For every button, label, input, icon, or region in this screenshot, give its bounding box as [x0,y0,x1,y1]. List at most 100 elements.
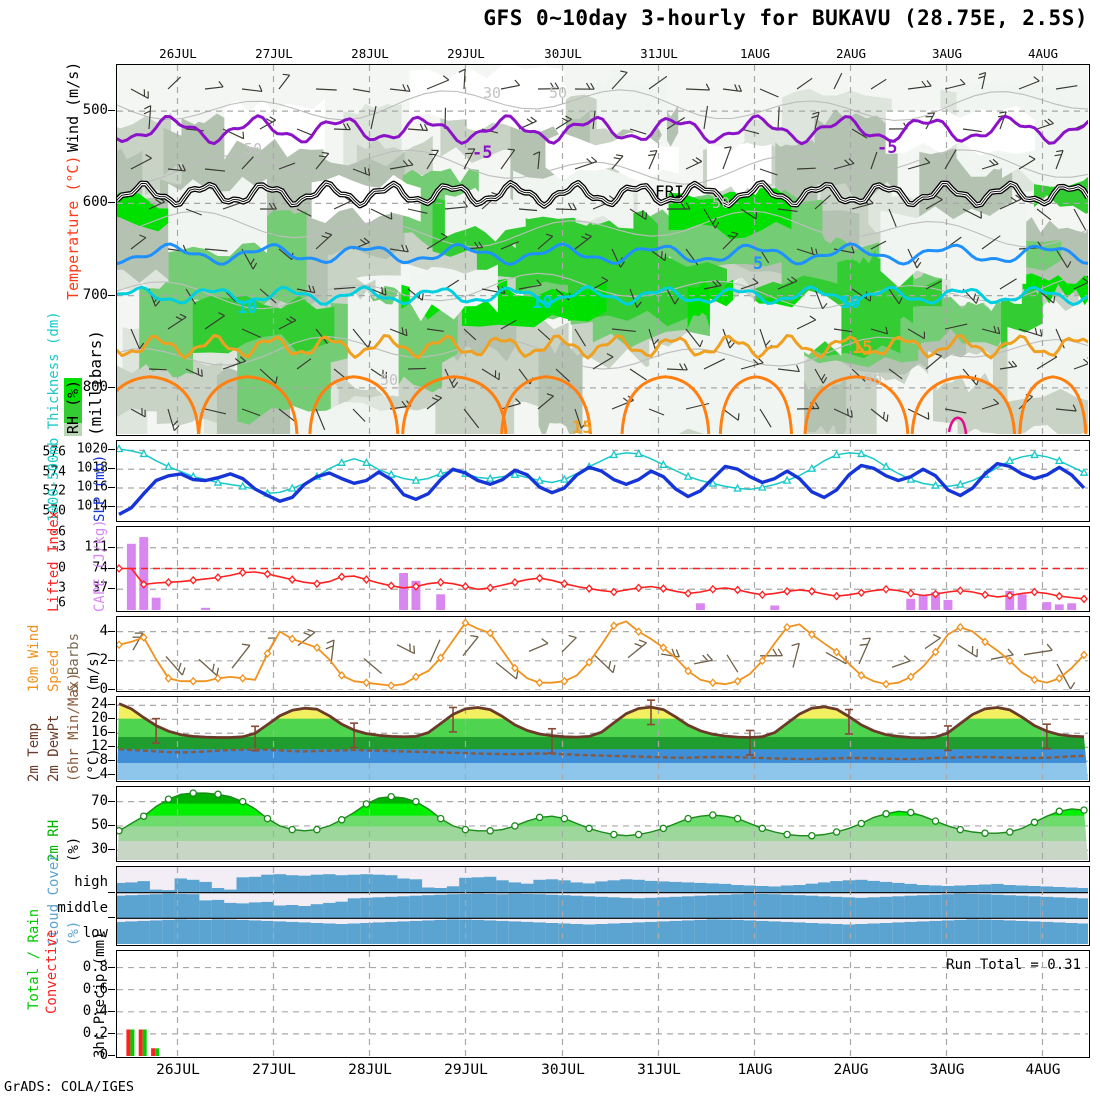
rh-tick-label: 70 [91,792,108,809]
slp-tick-label: 1014 [76,498,108,514]
minmax-axis-title: (6hr Min/Max) [66,672,82,782]
panel-slp-thickness [116,440,1090,522]
bottom-date-label: 2AUG [833,1062,869,1078]
lifted-index-tick-label: 0 [58,560,66,575]
bottom-date-label: 28JUL [348,1062,392,1078]
cape-tick-label: 111 [84,539,108,555]
panel-cloud-cover [116,866,1090,946]
rh-tick-label: 30 [91,841,108,858]
svg-text:50: 50 [244,140,262,158]
bottom-date-label: 29JUL [444,1062,488,1078]
wind-axis-title-1: 10m Wind [26,624,42,692]
slp-tick-label: 1020 [76,441,108,457]
svg-text:50: 50 [549,84,567,102]
precip-legend-total: Total / Rain [26,908,42,1010]
legend-temperature: Temperature (°C) [64,155,82,301]
cape-tick-label: 74 [92,560,108,575]
thickness-tick-label: 570 [42,503,66,519]
top-date-label: 31JUL [640,46,678,61]
svg-text:15: 15 [852,338,872,358]
pressure-tick-label: 500 [82,102,108,119]
axis-tick [108,567,115,569]
bottom-date-label: 27JUL [252,1062,296,1078]
slp-axis-title: SLP (mb) [92,454,108,522]
axis-tick [108,718,115,720]
temp-tick-label: 12 [91,738,108,755]
lifted-index-tick-label: -3 [50,539,66,555]
lifted-index-tick-label: 6 [58,595,66,611]
axis-tick [108,202,115,204]
page-title: GFS 0~10day 3-hourly for BUKAVU (28.75E,… [483,6,1088,30]
bottom-date-label: 31JUL [637,1062,681,1078]
run-total-label: Run Total = 0.31 [946,957,1081,973]
panel-rh-2m [116,786,1090,862]
lifted-index-axis-title: Lifted Index [46,510,62,612]
axis-tick [108,746,115,748]
axis-tick [108,824,115,826]
axis-tick [108,988,115,990]
svg-text:50: 50 [380,371,398,389]
temp-axis-title: 2m Temp [26,722,42,782]
svg-text:30: 30 [483,84,501,102]
top-date-label: 27JUL [255,46,293,61]
top-date-label: 4AUG [1027,46,1059,61]
thickness-axis-title: 1000-500mb Thickness (dm) [46,311,62,522]
svg-text:-5: -5 [877,138,897,158]
axis-tick [108,294,115,296]
thickness-tick-label: 574 [42,464,66,480]
axis-tick [108,891,115,893]
svg-text:-5: -5 [472,143,492,163]
precip-tick-label: 0.6 [82,980,108,997]
bottom-date-label: 4AUG [1025,1062,1061,1078]
cape-axis-title: CAPE (J/kg) [92,519,108,612]
top-date-label: 30JUL [544,46,582,61]
svg-text:10: 10 [840,293,860,313]
temp-tick-label: 8 [99,752,108,769]
axis-tick [108,487,115,489]
upper-air-y-axis-title: (millibars) [86,330,105,436]
lifted-index-tick-label: -6 [50,524,66,540]
axis-tick [108,468,115,470]
cloud-row-label: middle [57,899,108,916]
svg-text:FRI: FRI [655,182,684,201]
axis-tick [108,1010,115,1012]
svg-text:50: 50 [864,371,882,389]
axis-tick [108,1032,115,1034]
temp-tick-label: 20 [91,710,108,727]
bottom-date-label: 26JUL [156,1062,200,1078]
svg-text:10: 10 [532,293,552,313]
temp-axis-units: (°C) [86,748,102,782]
axis-tick [108,630,115,632]
axis-tick [108,800,115,802]
panel-wind-10m [116,616,1090,692]
top-date-label: 2AUG [835,46,867,61]
pressure-tick-label: 600 [82,194,108,211]
axis-tick [108,917,115,919]
axis-tick [108,704,115,706]
svg-text:5: 5 [753,254,763,274]
axis-tick [108,386,115,388]
axis-tick [108,1055,115,1056]
axis-tick [108,689,115,690]
wind-speed-tick-label: 2 [99,651,108,668]
top-date-label: 3AUG [931,46,963,61]
rh-axis-units: (%) [66,836,82,862]
axis-tick [108,546,115,548]
top-date-label: 28JUL [351,46,389,61]
bottom-date-label: 1AUG [737,1062,773,1078]
wind-axis-title-2: Speed [46,649,62,692]
precip-tick-label: 0.4 [82,1002,108,1019]
axis-tick [108,588,115,590]
pressure-tick-label: 700 [82,286,108,303]
bottom-date-label: 30JUL [541,1062,585,1078]
precip-tick-label: 0.2 [82,1024,108,1041]
axis-tick [108,760,115,762]
precip-axis-title: 3hr Precip (mm) [92,931,108,1058]
slp-tick-label: 1018 [76,460,108,476]
wind-speed-tick-label: 4 [99,622,108,639]
temp-tick-label: 16 [91,724,108,741]
slp-tick-label: 1016 [76,479,108,495]
axis-tick [108,732,115,734]
legend-rh: RH (%) [64,377,82,436]
